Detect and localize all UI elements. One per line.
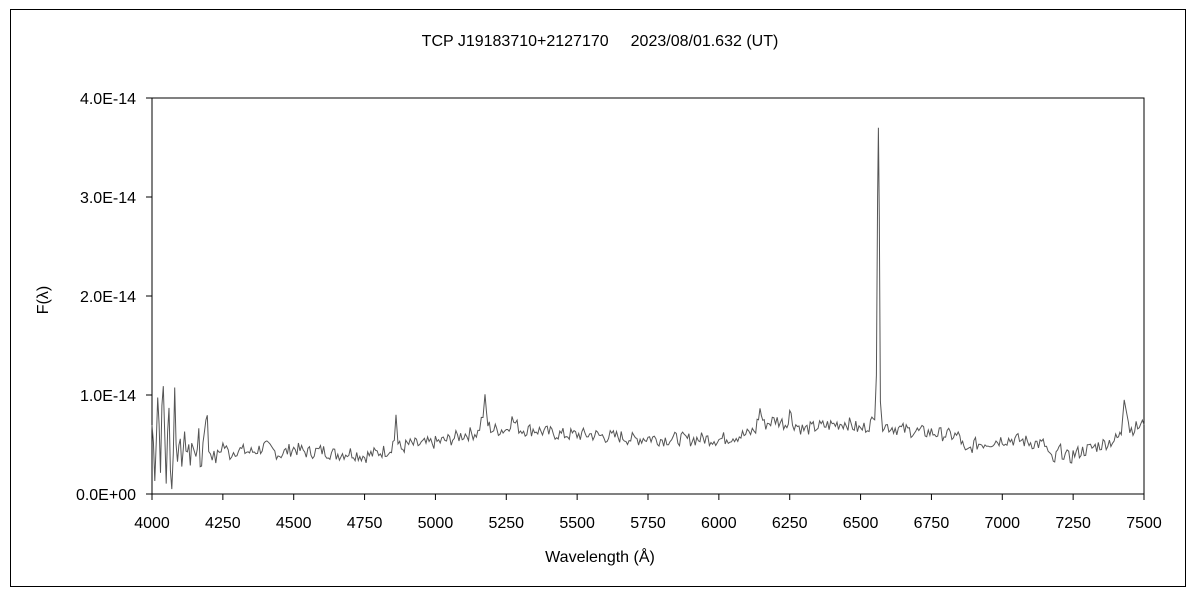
- x-tick-label: 4000: [134, 515, 170, 532]
- x-tick-label: 6500: [843, 515, 879, 532]
- x-tick-label: 4500: [276, 515, 312, 532]
- x-tick-label: 5250: [488, 515, 524, 532]
- x-tick-label: 6250: [772, 515, 808, 532]
- x-tick-label: 7500: [1126, 515, 1162, 532]
- x-tick-label: 6750: [914, 515, 950, 532]
- y-tick-label: 0.0E+00: [76, 487, 136, 504]
- x-axis-label: Wavelength (Å): [545, 547, 655, 566]
- x-tick-label: 4250: [205, 515, 241, 532]
- x-tick-label: 6000: [701, 515, 737, 532]
- chart-title: TCP J19183710+2127170 2023/08/01.632 (UT): [422, 33, 779, 50]
- y-axis-label: F(λ): [35, 286, 52, 314]
- x-tick-label: 5750: [630, 515, 666, 532]
- x-tick-label: 5500: [559, 515, 595, 532]
- y-tick-label: 3.0E-14: [80, 190, 136, 207]
- plot-area: [151, 97, 1145, 495]
- x-tick-label: 7250: [1055, 515, 1091, 532]
- spectrum-series-line: [151, 127, 1145, 490]
- y-axis: 0.0E+00 1.0E-14 2.0E-14 3.0E-14 4.0E-14: [76, 91, 152, 504]
- y-tick-label: 2.0E-14: [80, 289, 136, 306]
- x-tick-label: 7000: [984, 515, 1020, 532]
- x-tick-label: 4750: [347, 515, 383, 532]
- y-tick-label: 1.0E-14: [80, 388, 136, 405]
- chart-frame: [10, 9, 1186, 587]
- x-axis: 4000 4250 4500 4750 5000 5250 5500 5750 6000 6250…: [134, 494, 1162, 532]
- y-tick-label: 4.0E-14: [80, 91, 136, 108]
- x-tick-label: 5000: [418, 515, 454, 532]
